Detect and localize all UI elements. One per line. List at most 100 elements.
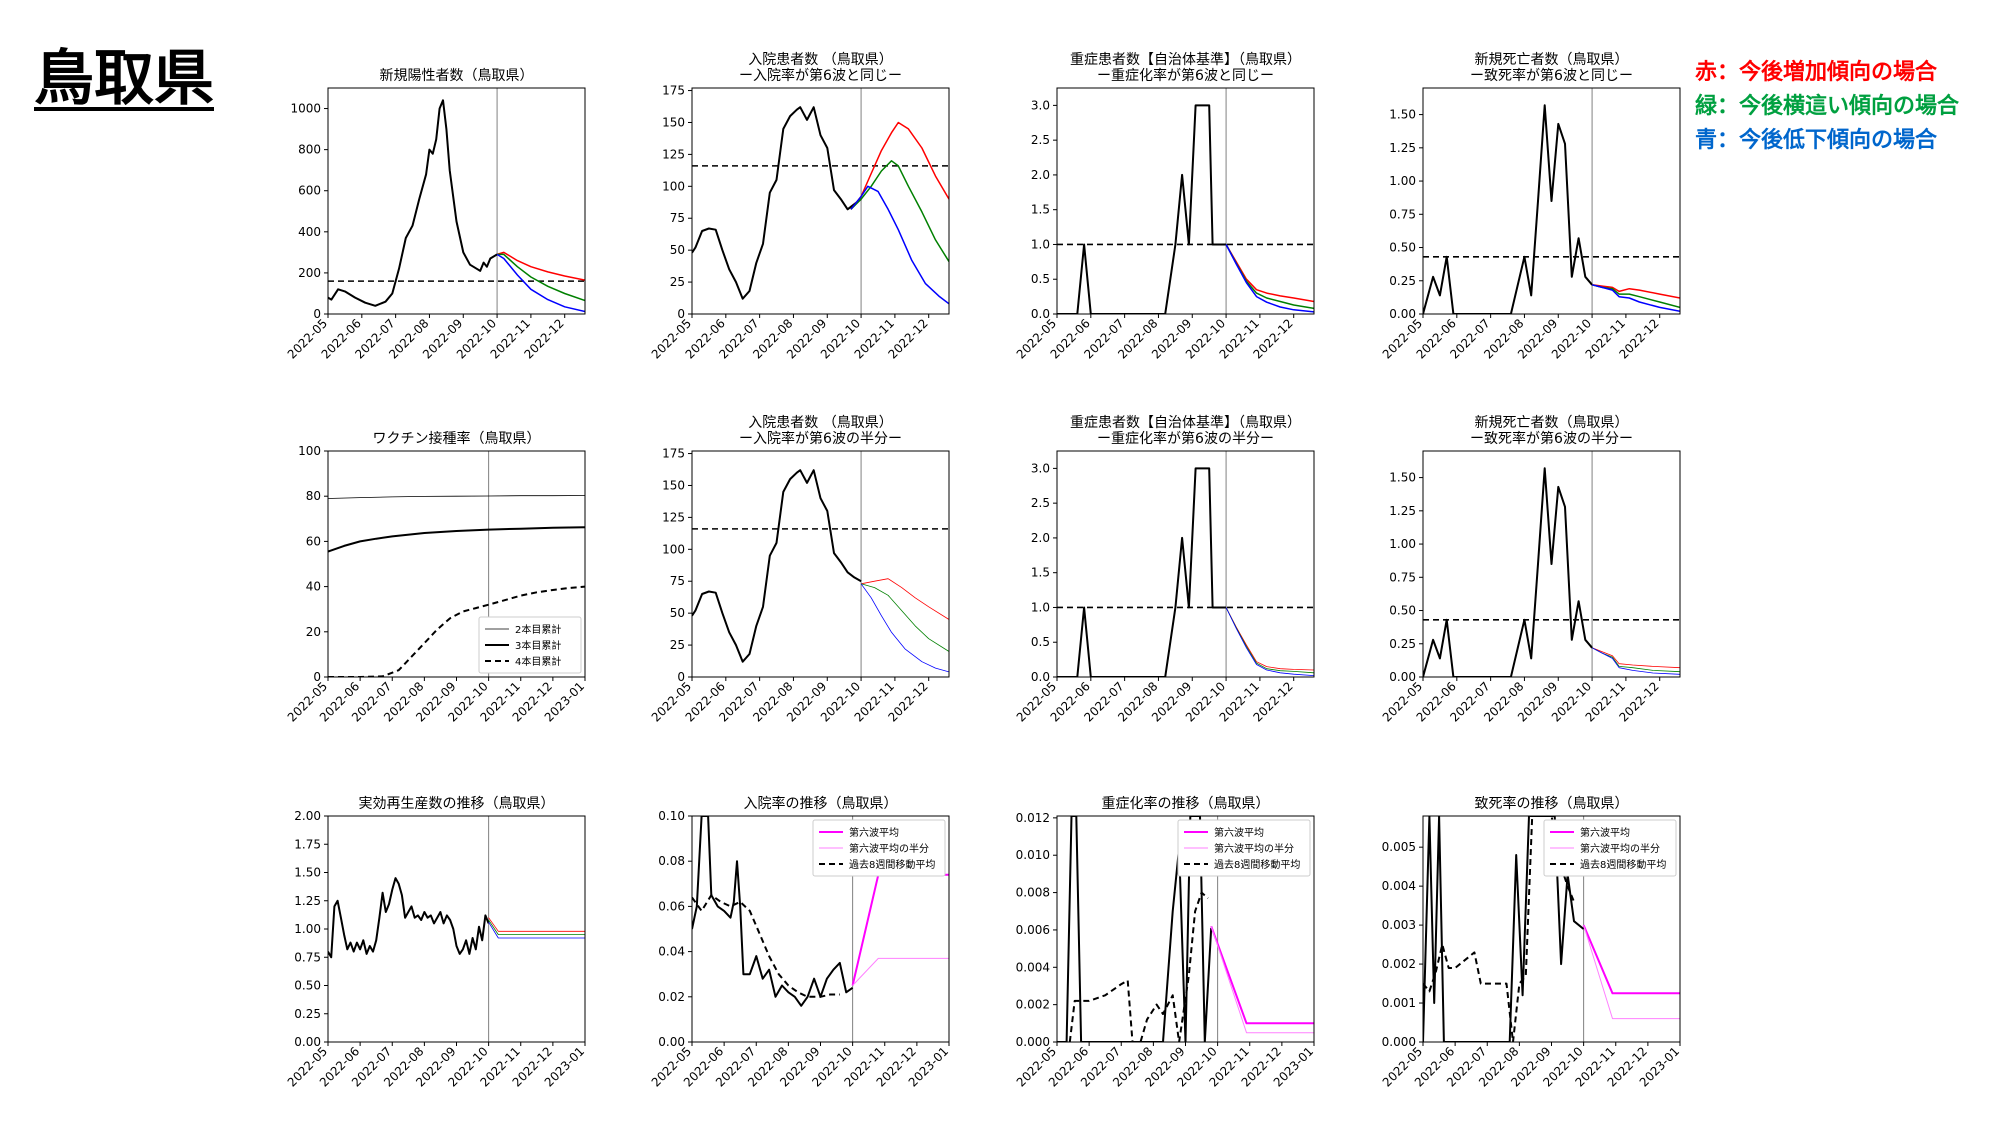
- legend-label: 第六波平均の半分: [1580, 842, 1660, 855]
- series-4本目累計: [328, 585, 585, 677]
- series-wave6half: [852, 957, 949, 986]
- y-tick-label: 0.002: [1382, 957, 1416, 971]
- scenario-color-legend: 赤：今後増加傾向の場合 緑：今後横這い傾向の場合 青：今後低下傾向の場合: [1695, 56, 1959, 158]
- series-actual: [1057, 467, 1227, 677]
- y-tick-label: 1.50: [1389, 108, 1416, 122]
- legend-label: 第六波平均の半分: [849, 842, 929, 855]
- y-tick-label: 80: [306, 489, 321, 503]
- y-tick-label: 150: [662, 478, 685, 492]
- legend-box: [812, 819, 946, 877]
- y-tick-label: 0: [677, 307, 685, 321]
- series-3本目累計: [328, 526, 585, 553]
- y-tick-label: 0.000: [1382, 1035, 1416, 1049]
- series-actual: [328, 877, 490, 959]
- y-tick-label: 0.50: [1389, 604, 1416, 618]
- series-decrease: [488, 921, 585, 939]
- chart-severe-same: 重症患者数【自治体基準】（鳥取県）ー重症化率が第6波と同じー 0.0 0.5 1.0 1…: [1014, 51, 1315, 362]
- series-flat: [850, 160, 949, 262]
- series-increase: [488, 917, 585, 932]
- plot-area: [1423, 451, 1680, 677]
- legend-box: [1177, 819, 1311, 877]
- series-actual: [692, 106, 862, 300]
- page-title: 鳥取県: [34, 44, 214, 114]
- y-tick-label: 2.0: [1031, 531, 1050, 545]
- y-tick-label: 40: [306, 580, 321, 594]
- chart-title: ー致死率が第6波の半分ー: [1470, 430, 1633, 447]
- y-tick-label: 400: [298, 225, 321, 239]
- series-increase: [850, 121, 949, 210]
- y-tick-label: 60: [306, 534, 321, 548]
- series-increase: [1225, 607, 1314, 671]
- y-tick-label: 25: [670, 638, 685, 652]
- y-tick-label: 0.00: [1389, 307, 1416, 321]
- chart-severe-rate: 重症化率の推移（鳥取県） 0.000 0.002 0.004 0.006 0.008 0.0…: [1014, 795, 1316, 1090]
- axes-frame: [1056, 450, 1315, 678]
- chart-title: 重症化率の推移（鳥取県）: [1102, 795, 1270, 812]
- y-tick-label: 800: [298, 143, 321, 157]
- plot-area: [692, 451, 949, 677]
- y-tick-label: 1.50: [1389, 471, 1416, 485]
- y-tick-label: 100: [662, 179, 685, 193]
- plot-area: [328, 88, 585, 314]
- chart-title: 新規死亡者数（鳥取県）: [1475, 52, 1629, 68]
- chart-title: 実効再生産数の推移（鳥取県）: [359, 796, 555, 812]
- series-wave6: [1210, 925, 1314, 1025]
- legend-label: 2本目累計: [515, 623, 561, 636]
- y-tick-label: 25: [670, 275, 685, 289]
- y-tick-label: 1.0: [1031, 237, 1050, 251]
- y-tick-label: 100: [662, 542, 685, 556]
- y-tick-label: 175: [662, 447, 685, 461]
- legend-label: 過去8週間移動平均: [849, 858, 935, 871]
- series-increase: [1591, 647, 1680, 669]
- y-tick-label: 0.0: [1031, 670, 1050, 684]
- series-flat: [488, 919, 585, 935]
- chart-new-cases: 新規陽性者数（鳥取県）020040060080010002022-052022-…: [285, 68, 586, 362]
- y-tick-label: 0.5: [1031, 635, 1050, 649]
- chart-reproduction: 実効再生産数の推移（鳥取県） 0.00 0.25 0.50 0.75 1.00 1.25 1.…: [285, 796, 587, 1090]
- y-tick-label: 1.25: [1389, 141, 1416, 155]
- series-actual: [692, 469, 862, 663]
- legend-box: [1543, 819, 1677, 877]
- chart-title: 新規陽性者数（鳥取県）: [380, 68, 534, 84]
- chart-severe-half: 重症患者数【自治体基準】（鳥取県）ー重症化率が第6波の半分ー 0.0 0.5 1.0 1…: [1014, 414, 1315, 725]
- chart-title: ー重症化率が第6波の半分ー: [1097, 430, 1274, 447]
- y-tick-label: 75: [670, 211, 685, 225]
- y-tick-label: 0.10: [658, 809, 685, 823]
- legend-note-flat: 緑：今後横這い傾向の場合: [1695, 94, 1960, 119]
- chart-title: ー入院率が第6波の半分ー: [739, 430, 902, 447]
- series-wave6half: [1583, 924, 1680, 1020]
- chart-vaccination: ワクチン接種率（鳥取県）0204060801002022-052022-0620…: [285, 430, 587, 725]
- series-wave6: [1582, 924, 1680, 995]
- y-tick-label: 1.00: [1389, 174, 1416, 188]
- chart-title: ー重症化率が第6波と同じー: [1097, 67, 1274, 84]
- legend-note-increase: 赤：今後増加傾向の場合: [1695, 60, 1938, 85]
- y-tick-label: 20: [306, 625, 321, 639]
- axes-frame: [1056, 87, 1315, 315]
- y-tick-label: 1.25: [1389, 504, 1416, 518]
- chart-hospitalized-same: 入院患者数 （鳥取県）ー入院率が第6波と同じー 0 25 50 75 100 125 150 1…: [649, 52, 950, 362]
- y-tick-label: 1.5: [1031, 566, 1050, 580]
- y-tick-label: 0.75: [1389, 207, 1416, 221]
- legend-label: 第六波平均: [1214, 826, 1264, 839]
- y-tick-label: 0.50: [1389, 241, 1416, 255]
- y-tick-label: 600: [298, 184, 321, 198]
- y-tick-label: 0.004: [1016, 960, 1050, 974]
- chart-title: 入院率の推移（鳥取県）: [744, 795, 898, 812]
- y-tick-label: 2.00: [294, 809, 321, 823]
- series-decrease: [1225, 607, 1314, 676]
- chart-deaths-same: 新規死亡者数（鳥取県）ー致死率が第6波と同じー 0.00 0.25 0.50 0.75 1…: [1380, 52, 1681, 362]
- y-tick-label: 0: [313, 307, 321, 321]
- y-tick-label: 2.5: [1031, 133, 1050, 147]
- series-increase: [1592, 284, 1680, 299]
- chart-title: 重症患者数【自治体基準】（鳥取県）: [1070, 414, 1301, 431]
- y-tick-label: 1.00: [294, 922, 321, 936]
- series-increase: [1225, 244, 1314, 303]
- y-tick-label: 175: [662, 84, 685, 98]
- series-actual: [1423, 467, 1593, 677]
- legend-label: 過去8週間移動平均: [1214, 858, 1300, 871]
- chart-title: 致死率の推移（鳥取県）: [1475, 795, 1629, 812]
- plot-area: [1423, 816, 1680, 1042]
- y-tick-label: 0.000: [1016, 1035, 1050, 1049]
